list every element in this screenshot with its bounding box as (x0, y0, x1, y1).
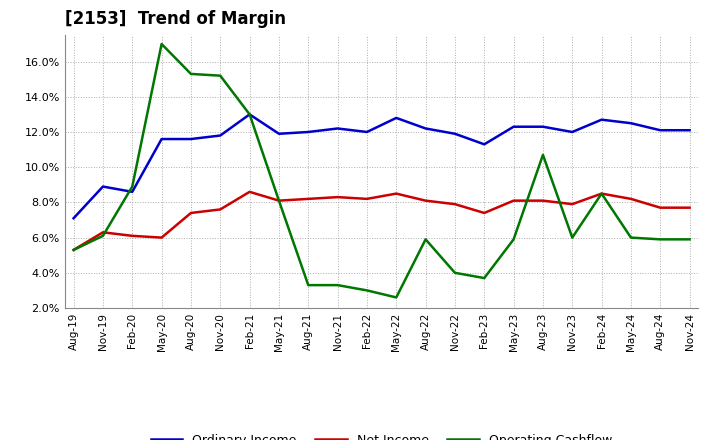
Ordinary Income (451, 131, 459, 136)
Net Income (128, 233, 137, 238)
Ordinary Income (568, 129, 577, 135)
Ordinary Income (509, 124, 518, 129)
Operating Cashflow (157, 41, 166, 47)
Line: Ordinary Income: Ordinary Income (73, 114, 690, 218)
Ordinary Income (186, 136, 195, 142)
Operating Cashflow (598, 191, 606, 196)
Ordinary Income (392, 115, 400, 121)
Net Income (598, 191, 606, 196)
Net Income (392, 191, 400, 196)
Net Income (685, 205, 694, 210)
Operating Cashflow (568, 235, 577, 240)
Ordinary Income (685, 128, 694, 133)
Ordinary Income (421, 126, 430, 131)
Net Income (626, 196, 635, 202)
Ordinary Income (598, 117, 606, 122)
Ordinary Income (99, 184, 107, 189)
Net Income (69, 247, 78, 253)
Operating Cashflow (69, 247, 78, 253)
Ordinary Income (363, 129, 372, 135)
Operating Cashflow (333, 282, 342, 288)
Ordinary Income (304, 129, 312, 135)
Ordinary Income (656, 128, 665, 133)
Operating Cashflow (421, 237, 430, 242)
Operating Cashflow (274, 198, 283, 203)
Net Income (157, 235, 166, 240)
Operating Cashflow (246, 112, 254, 117)
Net Income (99, 230, 107, 235)
Ordinary Income (246, 112, 254, 117)
Operating Cashflow (685, 237, 694, 242)
Operating Cashflow (480, 275, 489, 281)
Operating Cashflow (509, 237, 518, 242)
Net Income (216, 207, 225, 212)
Net Income (539, 198, 547, 203)
Operating Cashflow (216, 73, 225, 78)
Operating Cashflow (626, 235, 635, 240)
Ordinary Income (539, 124, 547, 129)
Operating Cashflow (656, 237, 665, 242)
Net Income (451, 202, 459, 207)
Net Income (421, 198, 430, 203)
Net Income (333, 194, 342, 200)
Net Income (480, 210, 489, 216)
Operating Cashflow (451, 270, 459, 275)
Ordinary Income (216, 133, 225, 138)
Net Income (509, 198, 518, 203)
Net Income (274, 198, 283, 203)
Line: Operating Cashflow: Operating Cashflow (73, 44, 690, 297)
Operating Cashflow (304, 282, 312, 288)
Ordinary Income (128, 189, 137, 194)
Operating Cashflow (363, 288, 372, 293)
Ordinary Income (480, 142, 489, 147)
Ordinary Income (157, 136, 166, 142)
Ordinary Income (333, 126, 342, 131)
Line: Net Income: Net Income (73, 192, 690, 250)
Text: [2153]  Trend of Margin: [2153] Trend of Margin (65, 10, 286, 28)
Net Income (246, 189, 254, 194)
Net Income (656, 205, 665, 210)
Ordinary Income (274, 131, 283, 136)
Ordinary Income (69, 216, 78, 221)
Ordinary Income (626, 121, 635, 126)
Operating Cashflow (392, 295, 400, 300)
Net Income (363, 196, 372, 202)
Operating Cashflow (539, 152, 547, 158)
Operating Cashflow (128, 184, 137, 189)
Legend: Ordinary Income, Net Income, Operating Cashflow: Ordinary Income, Net Income, Operating C… (146, 429, 617, 440)
Net Income (186, 210, 195, 216)
Net Income (304, 196, 312, 202)
Operating Cashflow (186, 71, 195, 77)
Operating Cashflow (99, 233, 107, 238)
Net Income (568, 202, 577, 207)
